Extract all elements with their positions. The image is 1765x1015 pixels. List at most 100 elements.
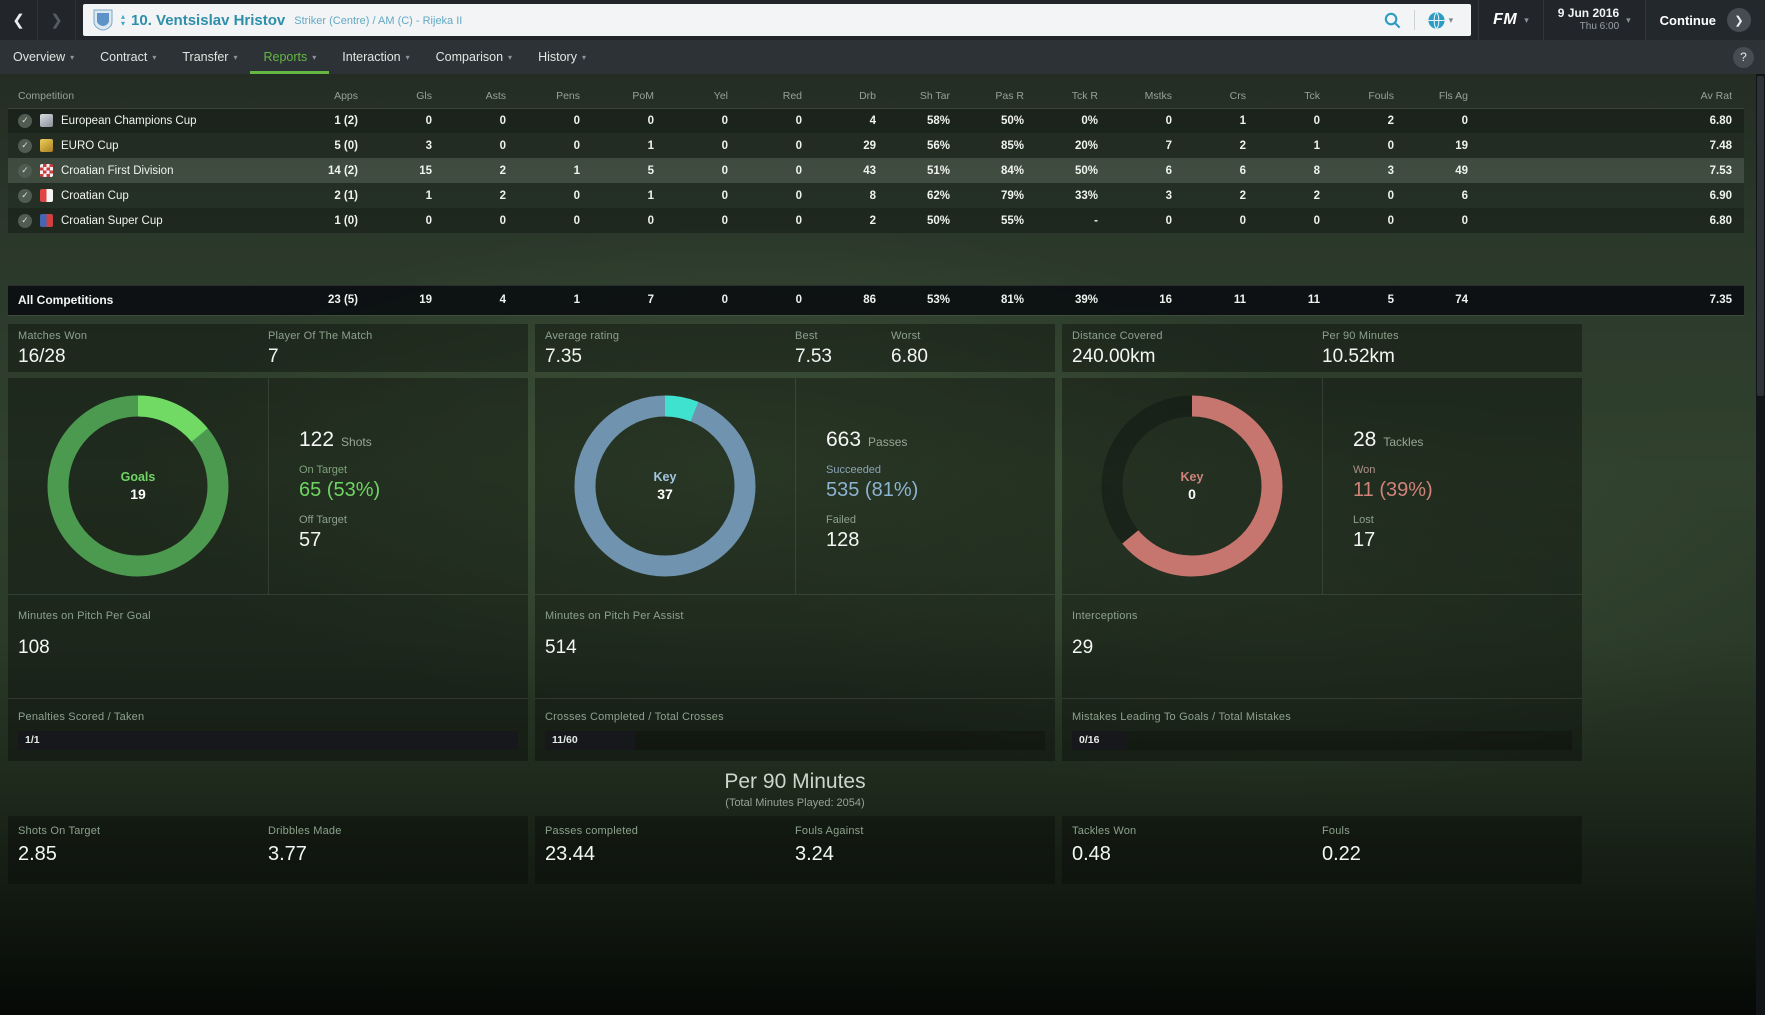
stat-block: Tackles Won 0.48	[1072, 825, 1322, 866]
world-button[interactable]: ▾	[1419, 11, 1462, 30]
stat-value: 2.85	[18, 842, 57, 865]
stat-label: Fouls Against	[795, 824, 864, 837]
chevron-down-icon: ▾	[1448, 14, 1454, 25]
column-header[interactable]: Fls Ag	[1406, 86, 1480, 109]
search-button[interactable]	[1375, 11, 1410, 30]
total-unit: Passes	[868, 434, 908, 449]
tab-transfer[interactable]: Transfer ▾	[169, 40, 250, 74]
stat-block: Dribbles Made 3.77	[268, 825, 528, 866]
table-row[interactable]: ✓ Croatian First Division 14 (2) 15 2 1 5 0 0 43 5…	[8, 158, 1744, 183]
all-competitions-row[interactable]: All Competitions 23 (5) 19 4 1 7 0 0 86 53% 81% 39%…	[8, 284, 1744, 316]
stat-cell: 56%	[926, 139, 950, 152]
game-date-button[interactable]: 9 Jun 2016 Thu 6:00 ▾	[1542, 0, 1645, 40]
stat-cell: 6.90	[1709, 189, 1732, 202]
stat-cell: 0	[573, 139, 580, 152]
table-row[interactable]: ✓ Croatian Super Cup 1 (0) 0 0 0 0 0 0 2 50% 55% - 0 0…	[8, 208, 1744, 233]
tab-label: Reports	[263, 50, 308, 64]
stat-cell: 62%	[926, 189, 950, 202]
ratio-bar: 11/60	[545, 730, 1045, 750]
stat-cell: 39%	[1036, 284, 1110, 316]
column-header[interactable]: Pens	[518, 86, 592, 109]
column-header[interactable]: Apps	[296, 86, 370, 109]
stat-label: Fouls	[1322, 824, 1350, 837]
stat1-value: 535 (81%)	[826, 478, 919, 501]
stat-label: Matches Won	[18, 329, 88, 342]
passes-donut-chart: Key 37	[569, 390, 761, 582]
help-button[interactable]: ?	[1733, 46, 1754, 68]
stat-label: Dribbles Made	[268, 824, 342, 837]
stat-cell: 5 (0)	[334, 139, 358, 152]
continue-button[interactable]: Continue ❯	[1644, 0, 1765, 40]
player-cycle-down-icon[interactable]: ▾	[121, 19, 126, 28]
table-row[interactable]: ✓ European Champions Cup 1 (2) 0 0 0 0 0 0 4 58% 50…	[8, 108, 1744, 133]
stat-cell: 11	[1184, 284, 1258, 316]
column-header[interactable]: Crs	[1184, 86, 1258, 109]
column-header[interactable]: Yel	[666, 86, 740, 109]
stat-value: 6.80	[891, 345, 928, 367]
competition-name: Croatian First Division	[61, 164, 174, 177]
competition-name: EURO Cup	[61, 139, 119, 152]
stat-cell: 1 (2)	[334, 114, 358, 127]
stat-cell: 0	[1239, 214, 1246, 227]
column-header[interactable]: Tck R	[1036, 86, 1110, 109]
ratio-bar-fill	[18, 730, 518, 750]
back-button[interactable]: ❮	[0, 0, 38, 40]
stat-cell: 0	[740, 284, 814, 316]
column-header[interactable]: Sh Tar	[888, 86, 962, 109]
stat-cell: 0	[573, 114, 580, 127]
stat-cell: 51%	[926, 164, 950, 177]
column-header[interactable]: Asts	[444, 86, 518, 109]
registered-check-icon[interactable]: ✓	[18, 163, 32, 178]
top-bar: ❮ ❯ ▴ ▾ 10. Ventsislav Hristov Striker (…	[0, 0, 1765, 40]
column-header[interactable]: Gls	[370, 86, 444, 109]
stat-label: Worst	[891, 329, 921, 342]
table-header-row: Competition Apps Gls Asts Pens PoM Yel Red Drb Sh…	[8, 86, 1744, 109]
stat-cell: 1	[1239, 114, 1246, 127]
column-header[interactable]: Fouls	[1332, 86, 1406, 109]
per90-panel-shots: Shots On Target 2.85 Dribbles Made 3.77	[8, 815, 528, 884]
column-header[interactable]: PoM	[592, 86, 666, 109]
tab-contract[interactable]: Contract ▾	[87, 40, 169, 74]
registered-check-icon[interactable]: ✓	[18, 138, 32, 153]
table-row[interactable]: ✓ EURO Cup 5 (0) 3 0 0 1 0 0 29 56% 85% 20% 7 2 1 0 19 7.4…	[8, 133, 1744, 158]
donut-center-label: Key	[653, 469, 677, 484]
summary-panel-distance: Distance Covered 240.00km Per 90 Minutes 10…	[1062, 323, 1582, 372]
stat-cell: 3	[1165, 189, 1172, 202]
competition-name: European Champions Cup	[61, 114, 197, 127]
stat-cell: 0	[573, 214, 580, 227]
stat-cell: 0	[1387, 139, 1394, 152]
column-header[interactable]: Tck	[1258, 86, 1332, 109]
stat-cell: 0	[795, 214, 802, 227]
tab-label: Comparison	[435, 50, 504, 64]
chevron-down-icon: ▾	[1626, 14, 1631, 25]
column-header[interactable]: Drb	[814, 86, 888, 109]
table-row[interactable]: ✓ Croatian Cup 2 (1) 1 2 0 1 0 0 8 62% 79% 33% 3 2 2 0 6 6…	[8, 183, 1744, 208]
ratio-value: 0/16	[1079, 734, 1100, 746]
tab-interaction[interactable]: Interaction ▾	[329, 40, 422, 74]
donut-center-value: 19	[130, 485, 146, 502]
tab-label: Contract	[100, 50, 148, 64]
forward-button[interactable]: ❯	[38, 0, 76, 40]
tab-history[interactable]: History ▾	[525, 40, 599, 74]
stat-cell: 50%	[1074, 164, 1098, 177]
stat-cell: 2	[1239, 189, 1246, 202]
tab-overview[interactable]: Overview ▾	[0, 40, 87, 74]
stat-cell: 49	[1455, 164, 1468, 177]
player-cycle-up-icon[interactable]: ▴	[121, 12, 126, 21]
column-header[interactable]: Mstks	[1110, 86, 1184, 109]
metric-value: 514	[545, 636, 577, 658]
stat-cell: 55%	[1000, 214, 1024, 227]
registered-check-icon[interactable]: ✓	[18, 113, 32, 128]
column-header[interactable]: Competition	[8, 86, 296, 109]
tab-reports[interactable]: Reports ▾	[250, 40, 330, 74]
vertical-scrollbar[interactable]	[1756, 74, 1765, 1015]
registered-check-icon[interactable]: ✓	[18, 213, 32, 228]
column-header[interactable]: Pas R	[962, 86, 1036, 109]
registered-check-icon[interactable]: ✓	[18, 188, 32, 203]
fm-menu-button[interactable]: FM ▾	[1478, 0, 1543, 40]
column-header[interactable]: Av Rat	[1480, 86, 1744, 109]
scrollbar-thumb[interactable]	[1757, 76, 1764, 396]
column-header[interactable]: Red	[740, 86, 814, 109]
total-count: 122	[299, 427, 335, 451]
tab-comparison[interactable]: Comparison ▾	[423, 40, 525, 74]
